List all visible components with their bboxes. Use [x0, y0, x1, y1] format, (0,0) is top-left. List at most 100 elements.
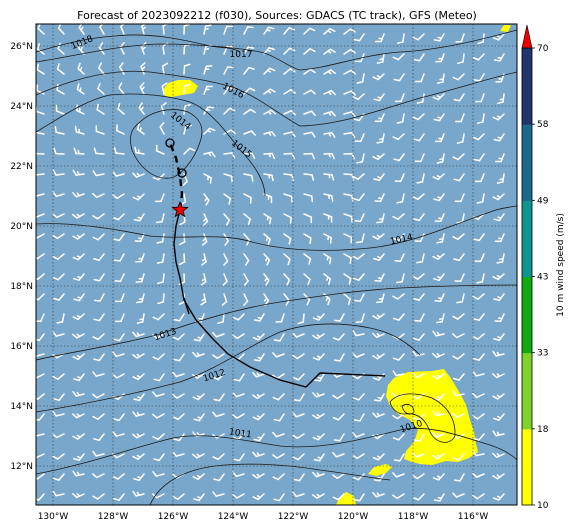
wind-barb: [376, 213, 385, 224]
wind-barb: [393, 233, 405, 242]
wind-barb: [452, 73, 465, 81]
wind-barb: [303, 233, 312, 245]
wind-barb: [203, 65, 213, 75]
wind-barb: [272, 352, 285, 358]
wind-barb: [303, 213, 313, 224]
wind-barb: [183, 103, 192, 115]
wind-barb: [93, 433, 105, 442]
wind-barb: [492, 493, 505, 501]
wind-barb: [52, 293, 65, 301]
wind-barb: [92, 213, 105, 220]
wind-barb: [243, 152, 256, 159]
wind-barb: [283, 152, 296, 160]
lat-label: 14°N: [10, 402, 33, 412]
wind-barb: [292, 411, 305, 418]
isobar-label: 1011: [228, 427, 252, 440]
wind-barb: [323, 28, 336, 35]
lon-label: 118°W: [398, 512, 429, 522]
wind-barb: [72, 413, 85, 419]
wind-barb: [312, 333, 325, 340]
wind-barb: [497, 93, 505, 105]
wind-barb: [72, 253, 85, 261]
wind-barb: [372, 313, 385, 320]
wind-barb: [354, 293, 365, 302]
isobar-1014-low: [130, 109, 203, 179]
wind-barb: [263, 26, 275, 35]
wind-barb: [392, 313, 405, 321]
track-tick: [183, 297, 190, 315]
wind-barb: [113, 233, 125, 242]
wind-barb: [243, 213, 251, 225]
wind-barb: [303, 293, 311, 306]
wind-barb: [232, 493, 245, 499]
wind-barb: [132, 172, 145, 178]
wind-barb: [343, 273, 352, 285]
wind-barb: [152, 433, 165, 440]
wind-barb: [333, 433, 345, 442]
wind-barb: [73, 293, 85, 302]
wind-barb: [161, 62, 169, 75]
wind-barb: [343, 152, 355, 160]
wind-barb: [323, 69, 336, 75]
wind-barb: [343, 111, 356, 117]
colorbar-tick-label: 10: [537, 501, 549, 511]
wind-barb: [343, 293, 351, 305]
wind-barb: [36, 63, 45, 75]
wind-barb: [275, 313, 285, 323]
wind-barb: [94, 293, 105, 302]
wind-barb: [74, 125, 85, 135]
wind-barb: [452, 313, 465, 320]
wind-barb: [452, 353, 465, 360]
wind-barb: [36, 393, 45, 400]
wind-barb: [312, 471, 325, 478]
wind-barb: [113, 333, 125, 342]
wind-barb: [243, 253, 250, 266]
wind-barb: [414, 73, 425, 83]
wind-barb: [492, 33, 505, 41]
wind-barb: [172, 493, 185, 500]
wind-barb: [376, 53, 385, 64]
wind-barb: [303, 152, 315, 160]
wind-barb: [52, 233, 65, 240]
wind-barb: [303, 131, 316, 138]
wind-barb: [343, 28, 356, 35]
wind-barb: [156, 233, 165, 244]
wind-barb: [132, 331, 145, 338]
wind-barb: [472, 450, 485, 457]
wind-barb: [283, 47, 296, 55]
wind-barb: [323, 253, 332, 265]
land-corner: [500, 25, 511, 32]
wind-barb: [263, 67, 276, 75]
wind-barb: [392, 433, 405, 441]
wind-barb: [114, 313, 125, 323]
wind-barb: [492, 350, 505, 357]
wind-barb: [476, 193, 485, 204]
wind-barb: [193, 333, 205, 342]
wind-barb: [273, 493, 285, 502]
wind-barb: [95, 125, 105, 135]
wind-barb: [92, 413, 105, 420]
isobar-1016: [36, 70, 517, 127]
wind-barb: [412, 113, 425, 121]
wind-barb: [72, 333, 85, 339]
wind-barb: [77, 62, 85, 75]
wind-barb: [374, 33, 385, 43]
wind-barb: [372, 153, 385, 160]
wind-barb: [436, 153, 445, 164]
wind-barb: [243, 273, 249, 286]
wind-barb: [283, 27, 296, 35]
lat-label: 20°N: [10, 222, 33, 232]
wind-barb: [372, 233, 385, 240]
wind-barb: [374, 193, 385, 203]
wind-barb: [493, 53, 505, 62]
lon-label: 122°W: [278, 512, 309, 522]
storm-track: [168, 142, 386, 388]
wind-barb: [117, 102, 125, 115]
wind-barb: [332, 493, 345, 501]
wind-barb: [172, 333, 185, 341]
isobar-1010-inner: [401, 404, 415, 415]
wind-barb: [252, 371, 265, 378]
colorbar-tick-label: 70: [537, 44, 549, 54]
wind-barb: [253, 433, 265, 442]
wind-barb: [394, 93, 405, 103]
